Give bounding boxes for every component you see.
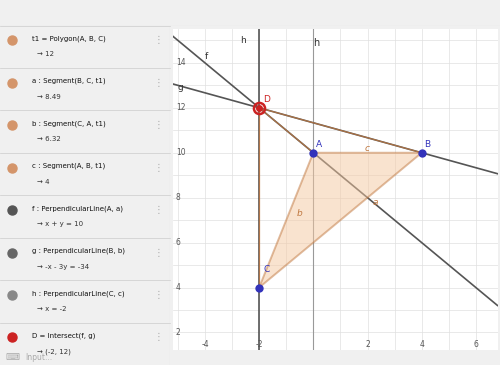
Text: b: b xyxy=(297,209,302,218)
Text: c : Segment(A, B, t1): c : Segment(A, B, t1) xyxy=(32,163,106,169)
Text: Input...: Input... xyxy=(26,353,52,362)
Text: c: c xyxy=(365,144,370,153)
Polygon shape xyxy=(259,153,422,288)
Text: 12: 12 xyxy=(176,103,186,112)
Text: ⋮: ⋮ xyxy=(154,205,163,215)
Text: → x = -2: → x = -2 xyxy=(38,306,67,312)
Text: → 4: → 4 xyxy=(38,179,50,185)
Text: g: g xyxy=(178,83,184,92)
Text: 6: 6 xyxy=(176,238,180,247)
Text: → 12: → 12 xyxy=(38,51,54,57)
Text: A: A xyxy=(316,141,322,149)
Text: -4: -4 xyxy=(201,339,209,349)
Text: ⋮: ⋮ xyxy=(154,247,163,258)
Text: → 8.49: → 8.49 xyxy=(38,94,61,100)
Text: h : PerpendicularLine(C, c): h : PerpendicularLine(C, c) xyxy=(32,290,125,296)
Text: f: f xyxy=(205,52,208,61)
Text: 2: 2 xyxy=(176,328,180,337)
Text: g : PerpendicularLine(B, b): g : PerpendicularLine(B, b) xyxy=(32,247,126,254)
Text: 2: 2 xyxy=(365,339,370,349)
Text: ⋮: ⋮ xyxy=(154,163,163,173)
Text: 8: 8 xyxy=(176,193,180,202)
Text: → (-2, 12): → (-2, 12) xyxy=(38,348,72,355)
Text: 10: 10 xyxy=(176,148,186,157)
Text: 6: 6 xyxy=(474,339,478,349)
Text: C: C xyxy=(263,265,270,274)
Text: → x + y = 10: → x + y = 10 xyxy=(38,221,84,227)
Text: h: h xyxy=(314,38,320,48)
Text: 4: 4 xyxy=(176,283,180,292)
Text: ⋮: ⋮ xyxy=(154,120,163,130)
Text: ⋮: ⋮ xyxy=(154,78,163,88)
Text: ⌨: ⌨ xyxy=(5,351,19,362)
Text: D: D xyxy=(263,95,270,104)
Text: a: a xyxy=(373,198,378,207)
Text: B: B xyxy=(424,141,430,149)
Text: a : Segment(B, C, t1): a : Segment(B, C, t1) xyxy=(32,78,106,84)
Text: ⋮: ⋮ xyxy=(154,290,163,300)
Text: ⋮: ⋮ xyxy=(154,333,163,342)
Text: t1 = Polygon(A, B, C): t1 = Polygon(A, B, C) xyxy=(32,35,106,42)
Text: f : PerpendicularLine(A, a): f : PerpendicularLine(A, a) xyxy=(32,205,124,212)
Text: h: h xyxy=(240,36,246,45)
Text: ⋮: ⋮ xyxy=(154,35,163,45)
Text: 4: 4 xyxy=(419,339,424,349)
Text: -2: -2 xyxy=(256,339,263,349)
Text: D = Intersect(f, g): D = Intersect(f, g) xyxy=(32,333,96,339)
Text: → 6.32: → 6.32 xyxy=(38,136,61,142)
Text: → -x - 3y = -34: → -x - 3y = -34 xyxy=(38,264,90,270)
Text: 14: 14 xyxy=(176,58,186,68)
Text: b : Segment(C, A, t1): b : Segment(C, A, t1) xyxy=(32,120,106,127)
